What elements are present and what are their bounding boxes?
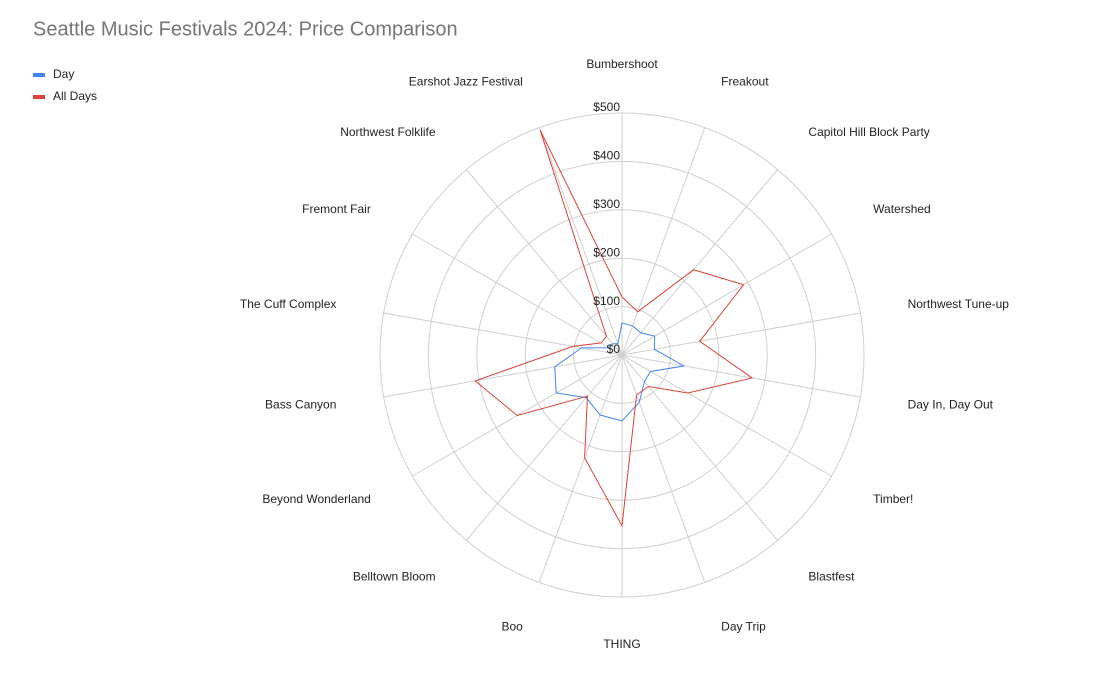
category-label: Fremont Fair (302, 202, 371, 216)
category-label: The Cuff Complex (240, 297, 337, 311)
category-label: Blastfest (808, 569, 855, 583)
category-label: Northwest Folklife (340, 125, 436, 139)
legend-label: Day (53, 67, 74, 81)
spoke (621, 354, 832, 477)
spoke (412, 233, 623, 356)
spoke (621, 169, 778, 356)
category-label: Bass Canyon (265, 398, 336, 412)
category-label: Boo (501, 620, 523, 634)
spoke (621, 127, 706, 356)
category-label: Earshot Jazz Festival (409, 75, 523, 89)
legend-label: All Days (53, 89, 97, 103)
spoke (466, 354, 623, 541)
category-label: Northwest Tune-up (908, 297, 1010, 311)
spoke (621, 312, 861, 356)
y-tick-label: $200 (593, 245, 620, 259)
category-label: Bumbershoot (586, 57, 658, 71)
spoke (621, 354, 778, 541)
chart-title: Seattle Music Festivals 2024: Price Comp… (33, 18, 458, 40)
category-label: Day In, Day Out (908, 398, 994, 412)
category-label: THING (603, 637, 640, 651)
y-tick-label: $300 (593, 197, 620, 211)
legend-swatch (33, 95, 45, 99)
y-tick-label: $400 (593, 149, 620, 163)
spoke (383, 354, 623, 398)
spoke (621, 233, 832, 356)
category-label: Belltown Bloom (353, 569, 436, 583)
category-label: Capitol Hill Block Party (808, 125, 929, 139)
spoke (621, 354, 861, 398)
category-label: Watershed (873, 202, 931, 216)
category-label: Beyond Wonderland (262, 492, 371, 506)
spoke (538, 354, 623, 583)
spoke (621, 354, 706, 583)
category-label: Day Trip (721, 620, 766, 634)
y-tick-label: $500 (593, 100, 620, 114)
spoke (538, 127, 623, 356)
series-line (474, 129, 754, 528)
y-tick-label: $100 (593, 294, 620, 308)
spoke (466, 169, 623, 356)
series-line (554, 322, 686, 422)
y-tick-label: $0 (607, 342, 621, 356)
legend-swatch (33, 73, 45, 77)
category-label: Freakout (721, 75, 769, 89)
category-label: Timber! (873, 492, 913, 506)
